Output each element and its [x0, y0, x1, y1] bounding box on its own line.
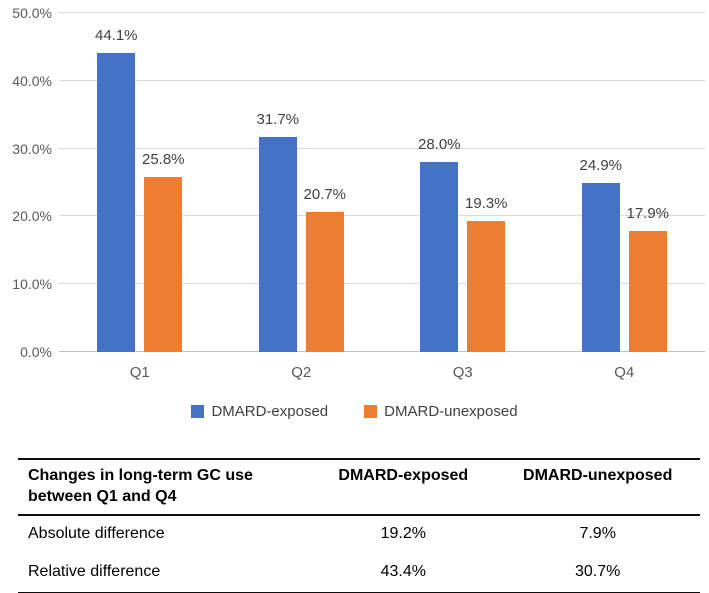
- bar-value-label: 31.7%: [256, 111, 300, 129]
- y-tick-label: 30.0%: [12, 140, 52, 157]
- gridline: [59, 283, 705, 285]
- gridline: [59, 79, 705, 81]
- gridline: [59, 215, 705, 217]
- bar-dmard-unexposed-q4: 17.9%: [626, 205, 669, 352]
- y-tick-label: 0.0%: [20, 344, 52, 360]
- legend-label: DMARD-exposed: [211, 403, 329, 420]
- x-axis-baseline: [59, 351, 705, 352]
- bar-group-q1: 44.1% 25.8%: [59, 13, 221, 352]
- bar-value-label: 44.1%: [94, 27, 138, 45]
- changes-table: Changes in long-term GC use between Q1 a…: [18, 458, 700, 593]
- bar-value-label: 20.7%: [303, 185, 347, 203]
- bar-dmard-unexposed-q2: 20.7%: [303, 186, 346, 352]
- bar-chart: 0.0% 10.0% 20.0% 30.0% 40.0% 50.0% 44.1% 25.8%…: [0, 5, 709, 420]
- chart-legend: DMARD-exposed DMARD-unexposed: [0, 403, 709, 420]
- cell-relative-exposed: 43.4%: [380, 563, 426, 580]
- x-tick-label-q4: Q4: [614, 364, 635, 381]
- table-header-changes: Changes in long-term GC use between Q1 a…: [28, 467, 253, 505]
- bar-group-q4: 24.9% 17.9%: [544, 13, 706, 352]
- bar-dmard-exposed-q2: 31.7%: [256, 111, 299, 352]
- table-header-row: Changes in long-term GC use between Q1 a…: [18, 459, 700, 515]
- summary-table: Changes in long-term GC use between Q1 a…: [18, 458, 700, 593]
- legend-item-dmard-unexposed: DMARD-unexposed: [364, 403, 518, 420]
- y-tick-label: 50.0%: [12, 5, 52, 21]
- bar-value-label: 28.0%: [417, 136, 461, 154]
- x-tick-label-q2: Q2: [291, 364, 312, 381]
- cell-absolute-exposed: 19.2%: [380, 525, 426, 542]
- table-row-absolute-difference: Absolute difference 19.2% 7.9%: [18, 515, 700, 554]
- y-tick-label: 40.0%: [12, 72, 52, 89]
- cell-relative-unexposed: 30.7%: [575, 563, 621, 580]
- table-row-relative-difference: Relative difference 43.4% 30.7%: [18, 554, 700, 593]
- legend-swatch: [364, 405, 378, 418]
- y-axis: 0.0% 10.0% 20.0% 30.0% 40.0% 50.0%: [0, 5, 52, 360]
- table-header-dmard-unexposed: DMARD-unexposed: [523, 467, 673, 484]
- x-tick-label-q3: Q3: [452, 364, 473, 381]
- bar-value-label: 25.8%: [141, 151, 185, 169]
- gridline: [59, 12, 705, 13]
- bar-dmard-unexposed-q1: 25.8%: [142, 151, 185, 352]
- bar-value-label: 24.9%: [579, 157, 623, 175]
- bar-group-q3: 28.0% 19.3%: [382, 13, 544, 352]
- legend-item-dmard-exposed: DMARD-exposed: [191, 403, 328, 420]
- bar-value-label: 19.3%: [464, 195, 508, 213]
- bar-dmard-exposed-q3: 28.0%: [418, 136, 461, 352]
- plot-area: 44.1% 25.8% 31.7% 20.7% 28.0% 19.3% 24.9% 17.9%: [59, 12, 706, 352]
- legend-label: DMARD-unexposed: [384, 403, 518, 420]
- row-label: Absolute difference: [28, 525, 165, 542]
- bar-value-label: 17.9%: [626, 204, 670, 222]
- bar-group-q2: 31.7% 20.7%: [221, 13, 383, 352]
- y-tick-label: 20.0%: [12, 208, 52, 225]
- x-axis: Q1 Q2 Q3 Q4: [59, 364, 705, 386]
- bar-dmard-exposed-q4: 24.9%: [579, 157, 622, 352]
- x-tick-label-q1: Q1: [129, 364, 150, 381]
- legend-swatch: [191, 405, 205, 418]
- bar-dmard-exposed-q1: 44.1%: [95, 27, 138, 352]
- row-label: Relative difference: [28, 563, 161, 580]
- gridline: [59, 147, 705, 149]
- cell-absolute-unexposed: 7.9%: [579, 525, 616, 542]
- table-header-dmard-exposed: DMARD-exposed: [338, 467, 469, 484]
- y-tick-label: 10.0%: [12, 276, 52, 293]
- bar-dmard-unexposed-q3: 19.3%: [465, 195, 508, 352]
